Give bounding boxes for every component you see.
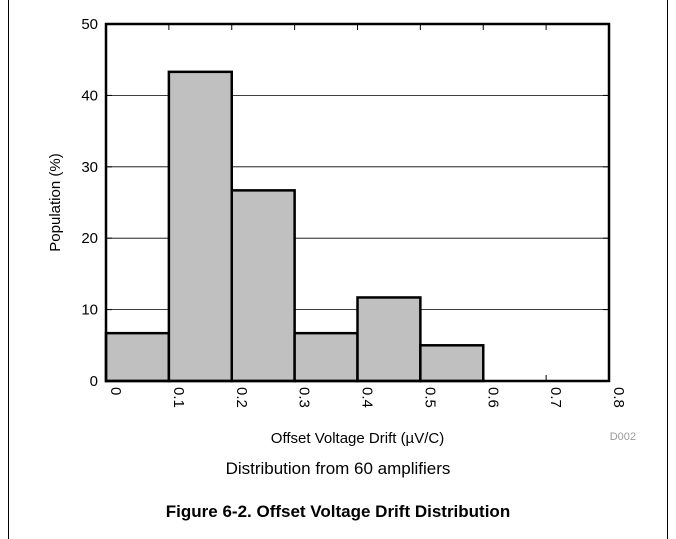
x-tick-label: 0.3: [296, 387, 313, 408]
page-border-left: [8, 0, 9, 539]
histogram-bar: [419, 344, 485, 383]
histogram-bar: [104, 331, 171, 383]
y-tick-label: 50: [81, 16, 98, 33]
y-tick-label: 10: [81, 302, 98, 319]
figure-caption: Figure 6-2. Offset Voltage Drift Distrib…: [165, 502, 511, 521]
y-tick-labels: 0 10 20 30 40 50: [81, 16, 98, 390]
x-tick-label: 0.7: [547, 387, 564, 408]
x-tick-label: 0.1: [170, 387, 187, 408]
x-tick-label: 0.4: [359, 387, 376, 408]
page-border-right: [667, 0, 668, 539]
histogram-bar: [293, 331, 359, 383]
x-axis-title: Offset Voltage Drift (µV/C): [271, 430, 444, 447]
y-tick-label: 20: [81, 230, 98, 247]
y-axis-title: Population (%): [47, 153, 64, 251]
x-tick-label: 0: [107, 387, 124, 395]
histogram-bar: [230, 189, 296, 383]
y-tick-label: 40: [81, 87, 98, 104]
histogram-chart: 0 10 20 30 40 50 0 0.1 0.2 0.3 0.4 0.5 0.6 0.7 0.8 Of…: [47, 16, 636, 447]
y-tick-label: 0: [90, 373, 98, 390]
bars: [104, 70, 485, 383]
histogram-bar: [356, 296, 422, 383]
x-tick-labels: 0 0.1 0.2 0.3 0.4 0.5 0.6 0.7 0.8: [107, 387, 627, 408]
ticks: [105, 23, 610, 382]
chart-subtitle: Distribution from 60 amplifiers: [225, 459, 451, 478]
x-tick-label: 0.5: [421, 387, 438, 408]
histogram-bar: [167, 70, 233, 383]
figure-code: D002: [610, 431, 636, 443]
y-tick-label: 30: [81, 159, 98, 176]
x-tick-label: 0.2: [233, 387, 250, 408]
x-tick-label: 0.8: [610, 387, 627, 408]
x-tick-label: 0.6: [484, 387, 501, 408]
